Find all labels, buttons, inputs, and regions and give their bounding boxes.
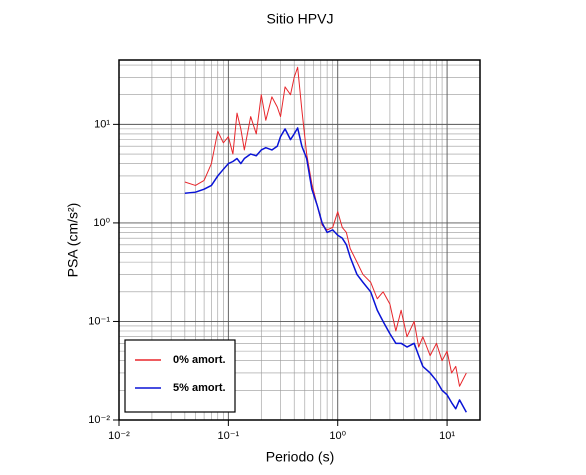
x-tick-label: 10⁰	[329, 430, 346, 442]
chart-title: Sitio HPVJ	[267, 11, 334, 27]
legend-label: 0% amort.	[173, 354, 226, 366]
legend-box	[124, 339, 236, 413]
x-tick-label: 10⁻²	[108, 430, 130, 442]
legend-label: 5% amort.	[173, 382, 226, 394]
x-axis-label: Periodo (s)	[266, 449, 334, 465]
y-tick-label: 10⁻²	[88, 414, 110, 426]
y-tick-label: 10⁰	[93, 217, 110, 229]
plot-frame	[118, 59, 481, 421]
x-tick-label: 10¹	[439, 430, 455, 442]
y-tick-label: 10⁻¹	[88, 315, 110, 327]
series-line	[184, 127, 467, 413]
y-axis-label: PSA (cm/s²)	[65, 203, 81, 278]
x-tick-label: 10⁻¹	[218, 430, 240, 442]
series-line	[184, 66, 467, 387]
y-tick-label: 10¹	[94, 118, 110, 130]
